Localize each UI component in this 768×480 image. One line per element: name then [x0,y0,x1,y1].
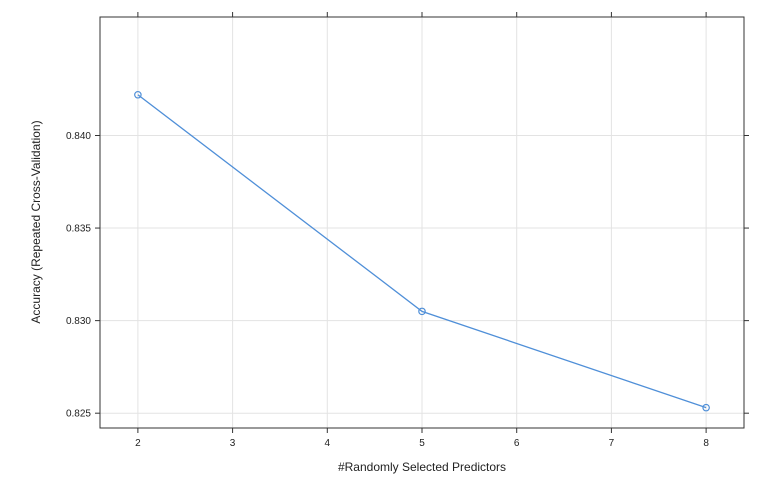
x-tick-label: 3 [230,438,236,449]
data-point [418,307,426,316]
grid-lines [100,17,744,428]
y-tick-label: 0.825 [66,409,91,420]
x-tick-label: 6 [514,438,520,449]
series-line [137,94,707,409]
x-axis-title: #Randomly Selected Predictors [338,460,506,474]
x-tick-label: 4 [325,438,331,449]
y-tick-label: 0.835 [66,224,91,235]
y-axis-title: Accuracy (Repeated Cross-Validation) [29,120,43,323]
data-point [134,90,142,99]
x-tick-label: 7 [609,438,615,449]
series-accuracy [134,90,710,412]
y-tick-label: 0.840 [66,131,91,142]
data-point [702,403,710,412]
x-tick-label: 8 [703,438,709,449]
axis-ticks [95,12,749,433]
x-tick-label: 2 [135,438,141,449]
x-tick-label: 5 [419,438,425,449]
y-axis-tick-labels: 0.825 0.830 0.835 0.840 [66,131,91,420]
x-axis-tick-labels: 2 3 4 5 6 7 8 [135,438,709,449]
y-tick-label: 0.830 [66,316,91,327]
